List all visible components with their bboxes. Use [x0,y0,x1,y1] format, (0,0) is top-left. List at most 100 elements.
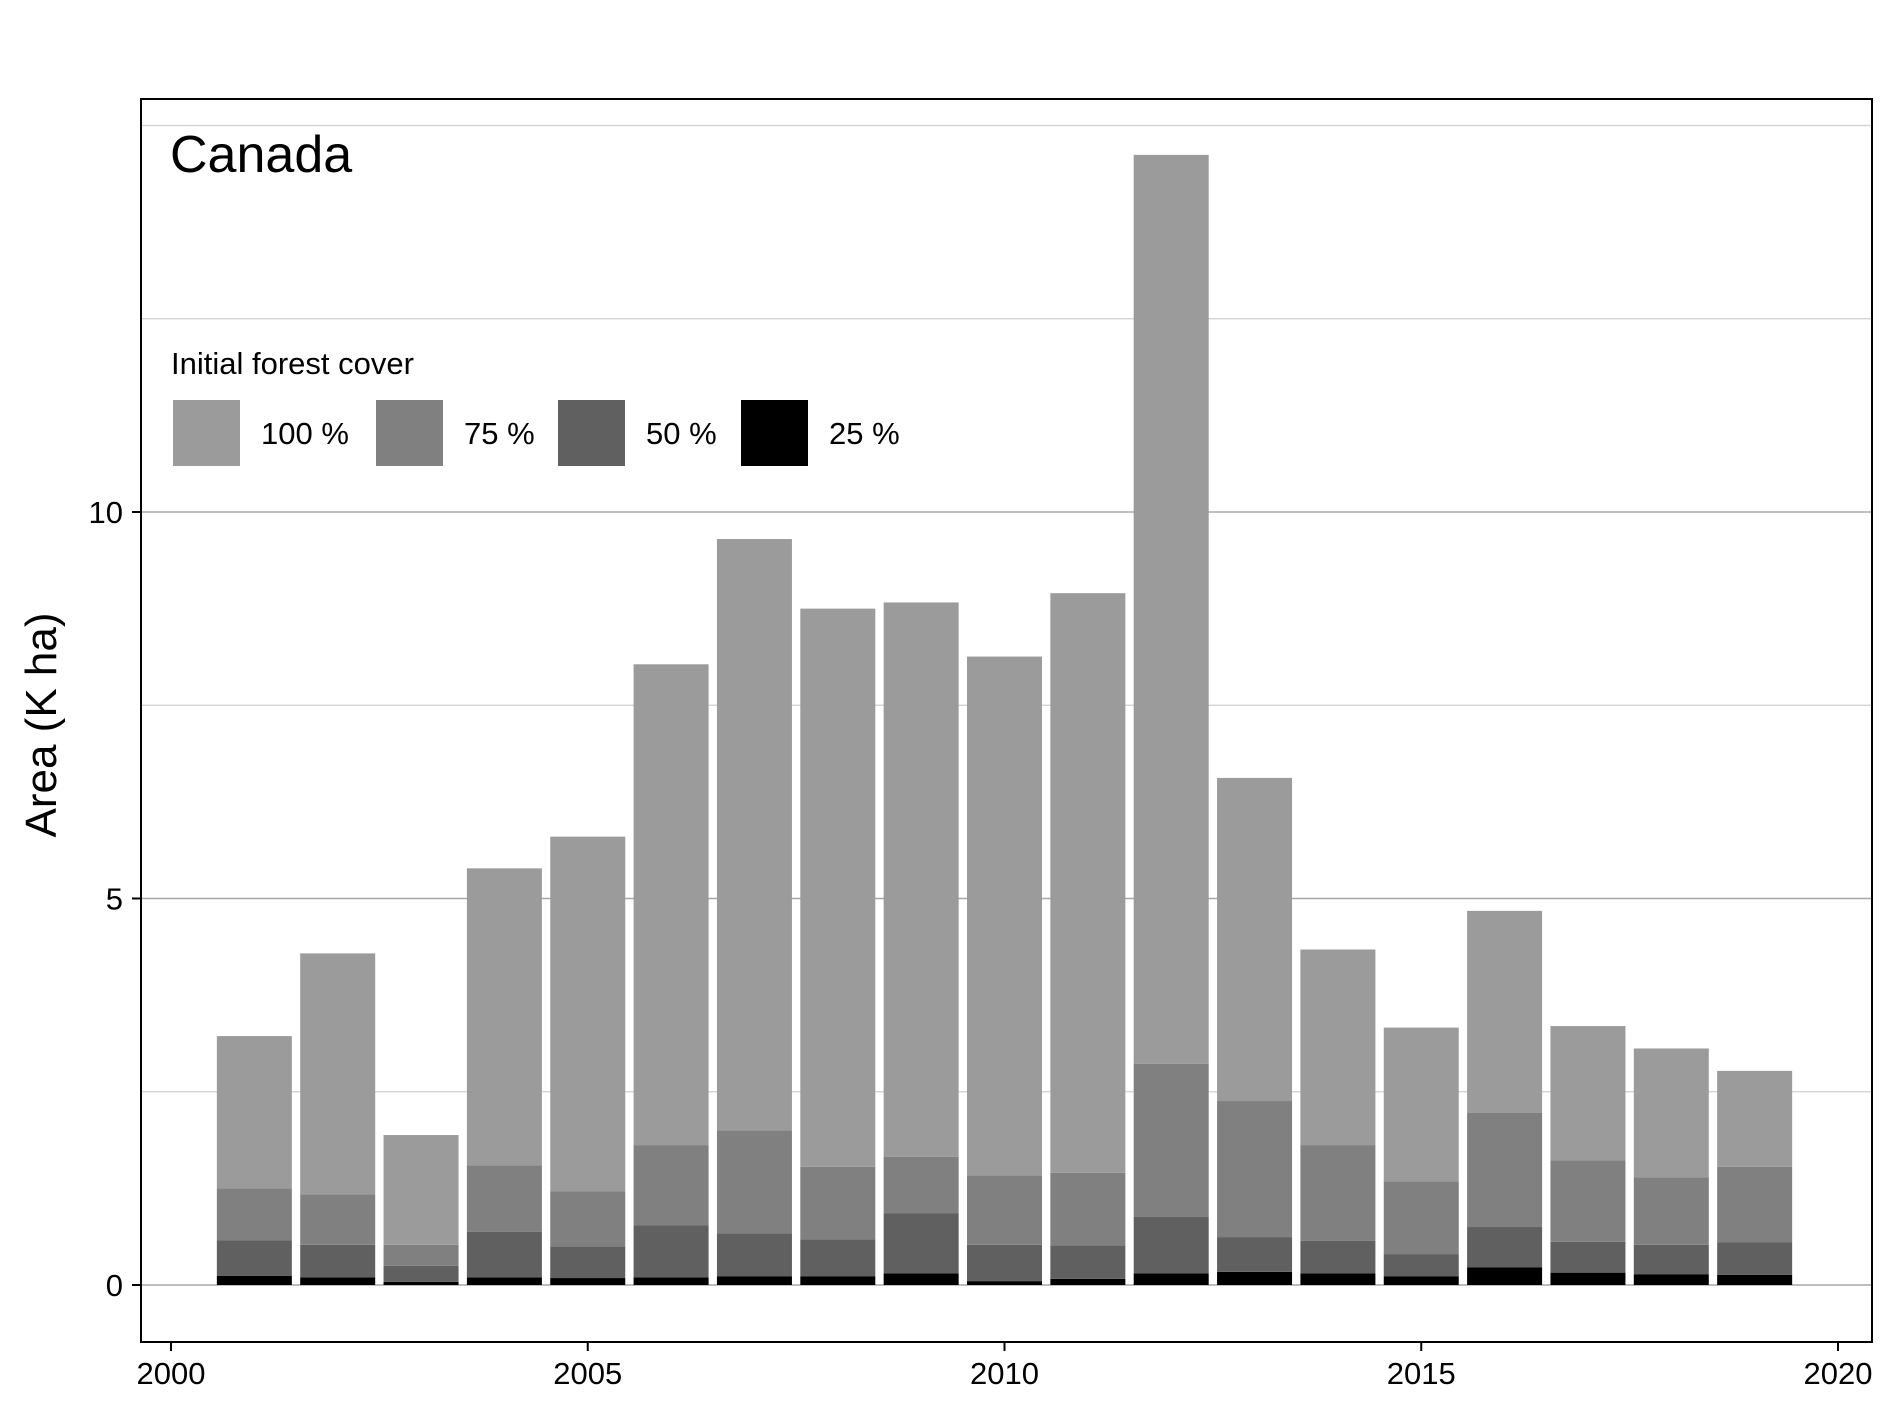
bar-segment [1300,1240,1376,1274]
legend-item: 25 % [741,400,900,466]
bar-segment [800,1166,876,1240]
x-tick-label: 2010 [970,1356,1039,1391]
legend: Initial forest cover 100 % 75 % 50 % 25 % [171,346,900,466]
bar-segment [1300,949,1376,1146]
bar-segment [1467,1112,1543,1228]
bar-segment [1717,1070,1793,1167]
legend-label: 25 % [829,416,900,451]
bar-stack-2004 [466,868,542,1285]
bar-segment [466,1277,542,1285]
legend-swatch [558,400,625,466]
bar-stack-2012 [1133,154,1209,1285]
bar-segment [967,1244,1042,1282]
bar-segment [1217,1271,1293,1285]
bar-segment [883,1213,959,1274]
bar-segment [216,1240,292,1276]
bar-stack-2015 [1383,1027,1459,1285]
bar-stack-2016 [1467,910,1543,1285]
bar-segment [800,1239,876,1277]
bar-segment [1633,1177,1709,1245]
bar-segment [550,1246,626,1279]
bar-stack-2007 [716,539,792,1285]
bar-stack-2011 [1050,593,1126,1285]
bar-segment [1217,1237,1293,1272]
bar-segment [1217,1101,1293,1238]
bar-segment [383,1135,459,1245]
bar-segment [1550,1026,1626,1161]
bar-segment [300,953,376,1195]
legend-item: 100 % [173,400,349,466]
legend-label: 100 % [261,416,349,451]
bar-segment [1300,1273,1376,1285]
bar-segment [716,1233,792,1277]
bar-stack-2013 [1217,777,1293,1285]
bar-segment [883,1273,959,1285]
legend-swatch [376,400,443,466]
bars [216,154,1793,1285]
x-tick-label: 2015 [1387,1356,1456,1391]
bar-segment [1467,910,1543,1113]
bar-segment [1133,1063,1209,1217]
bar-segment [1050,593,1126,1173]
bar-segment [967,656,1042,1176]
legend-label: 75 % [464,416,535,451]
bar-segment [1133,1273,1209,1285]
legend-label: 50 % [646,416,717,451]
bar-segment [1633,1274,1709,1285]
bar-segment [883,602,959,1157]
bar-segment [383,1281,459,1285]
x-axis-ticks: 2000 2005 2010 2015 2020 [137,1342,1873,1391]
bar-segment [1467,1267,1543,1285]
bar-segment [1383,1027,1459,1182]
bar-stack-2008 [800,608,876,1285]
bar-segment [633,1225,709,1278]
bar-segment [1217,777,1293,1102]
bar-segment [300,1277,376,1285]
bar-segment [550,1191,626,1247]
chart-title: Canada [170,126,352,184]
bar-segment [1633,1048,1709,1178]
bar-stack-2003 [383,1135,459,1285]
y-tick-label: 10 [89,495,123,530]
bar-segment [1133,1216,1209,1274]
bar-stack-2005 [550,836,626,1285]
bar-segment [1717,1242,1793,1275]
bar-segment [1133,154,1209,1064]
bar-segment [550,836,626,1192]
bar-segment [466,1231,542,1278]
x-tick-label: 2000 [137,1356,206,1391]
bar-segment [1050,1278,1126,1285]
bar-segment [1383,1254,1459,1277]
legend-item: 75 % [376,400,535,466]
bar-segment [1467,1227,1543,1268]
bar-segment [800,1276,876,1285]
bar-stack-2018 [1633,1048,1709,1285]
bar-segment [1717,1166,1793,1243]
bar-segment [716,539,792,1131]
y-tick-label: 0 [106,1268,123,1303]
bar-segment [216,1188,292,1241]
bar-segment [300,1244,376,1278]
bar-stack-2017 [1550,1026,1626,1285]
bar-segment [216,1036,292,1189]
y-axis-ticks: 0 5 10 [89,495,141,1303]
bar-segment [800,608,876,1167]
bar-stack-2009 [883,602,959,1285]
bar-segment [550,1278,626,1285]
bar-stack-2006 [633,664,709,1285]
bar-segment [716,1130,792,1234]
legend-swatch [173,400,240,466]
bar-stack-2010 [967,656,1042,1285]
bar-stack-2002 [300,953,376,1285]
bar-segment [633,1277,709,1285]
bar-stack-2014 [1300,949,1376,1285]
bar-stack-2001 [216,1036,292,1285]
bar-stack-2019 [1717,1070,1793,1285]
bar-segment [1383,1181,1459,1255]
x-tick-label: 2020 [1804,1356,1873,1391]
bar-segment [466,1165,542,1232]
bar-segment [216,1275,292,1285]
bar-segment [1717,1274,1793,1285]
y-axis-label: Area (K ha) [17,613,66,838]
